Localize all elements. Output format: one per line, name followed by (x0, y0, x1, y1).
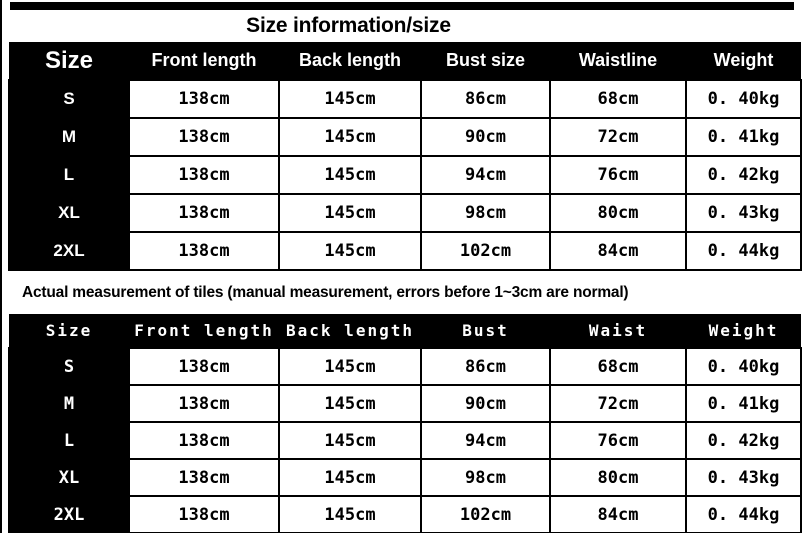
value-cell: 86cm (420, 347, 551, 386)
table-row: S 138cm 145cm 86cm 68cm 0. 40kg (8, 79, 802, 119)
table-row: S 138cm 145cm 86cm 68cm 0. 40kg (8, 347, 802, 386)
size-label-cell: M (8, 384, 130, 423)
table-row: 2XL 138cm 145cm 102cm 84cm 0. 44kg (8, 495, 802, 533)
column-header-bust: Bust (421, 314, 550, 348)
size-label-cell: L (8, 155, 130, 195)
top-divider-bar (10, 2, 794, 10)
value-cell: 145cm (278, 421, 422, 460)
column-header-back-length: Back length (279, 314, 421, 348)
value-cell: 94cm (420, 155, 551, 195)
value-cell: 0. 43kg (685, 458, 802, 497)
value-cell: 98cm (420, 193, 551, 233)
table-row: M 138cm 145cm 90cm 72cm 0. 41kg (8, 117, 802, 157)
value-cell: 80cm (549, 458, 687, 497)
size-label-cell: S (8, 79, 130, 119)
value-cell: 138cm (128, 117, 280, 157)
size-info-table: Size Front length Back length Bust size … (8, 42, 802, 271)
value-cell: 84cm (549, 495, 687, 533)
column-header-weight: Weight (686, 42, 801, 80)
value-cell: 0. 40kg (685, 79, 802, 119)
table-row: M 138cm 145cm 90cm 72cm 0. 41kg (8, 384, 802, 423)
table-row: XL 138cm 145cm 98cm 80cm 0. 43kg (8, 193, 802, 233)
value-cell: 0. 41kg (685, 384, 802, 423)
size-label-cell: XL (8, 458, 130, 497)
value-cell: 90cm (420, 384, 551, 423)
column-header-weight: Weight (686, 314, 801, 348)
size-label-cell: XL (8, 193, 130, 233)
table-header-row: Size Front length Back length Bust size … (9, 42, 801, 80)
note-band: Actual measurement of tiles (manual meas… (2, 271, 809, 314)
value-cell: 0. 42kg (685, 155, 802, 195)
value-cell: 68cm (549, 347, 687, 386)
value-cell: 76cm (549, 155, 687, 195)
value-cell: 145cm (278, 458, 422, 497)
value-cell: 76cm (549, 421, 687, 460)
value-cell: 138cm (128, 384, 280, 423)
value-cell: 80cm (549, 193, 687, 233)
column-header-front-length: Front length (129, 314, 279, 348)
value-cell: 138cm (128, 458, 280, 497)
value-cell: 138cm (128, 231, 280, 271)
value-cell: 145cm (278, 384, 422, 423)
size-label-cell: L (8, 421, 130, 460)
value-cell: 102cm (420, 231, 551, 271)
column-header-back-length: Back length (279, 42, 421, 80)
table-row: L 138cm 145cm 94cm 76cm 0. 42kg (8, 155, 802, 195)
value-cell: 72cm (549, 117, 687, 157)
value-cell: 86cm (420, 79, 551, 119)
measurement-note: Actual measurement of tiles (manual meas… (22, 283, 629, 301)
value-cell: 145cm (278, 117, 422, 157)
table-row: 2XL 138cm 145cm 102cm 84cm 0. 44kg (8, 231, 802, 271)
value-cell: 145cm (278, 193, 422, 233)
column-header-bust-size: Bust size (421, 42, 550, 80)
value-cell: 145cm (278, 231, 422, 271)
column-header-front-length: Front length (129, 42, 279, 80)
value-cell: 102cm (420, 495, 551, 533)
value-cell: 68cm (549, 79, 687, 119)
value-cell: 98cm (420, 458, 551, 497)
table-row: L 138cm 145cm 94cm 76cm 0. 42kg (8, 421, 802, 460)
value-cell: 0. 40kg (685, 347, 802, 386)
value-cell: 138cm (128, 155, 280, 195)
value-cell: 138cm (128, 421, 280, 460)
size-label-cell: 2XL (8, 495, 130, 533)
value-cell: 138cm (128, 495, 280, 533)
column-header-waistline: Waistline (550, 42, 686, 80)
value-cell: 145cm (278, 155, 422, 195)
column-header-waist: Waist (550, 314, 686, 348)
value-cell: 72cm (549, 384, 687, 423)
value-cell: 145cm (278, 347, 422, 386)
value-cell: 138cm (128, 79, 280, 119)
value-cell: 0. 42kg (685, 421, 802, 460)
column-header-size: Size (9, 314, 129, 348)
title-band: Size information/size (2, 10, 809, 42)
page-title: Size information/size (246, 14, 451, 37)
value-cell: 84cm (549, 231, 687, 271)
column-header-size: Size (9, 42, 129, 80)
value-cell: 138cm (128, 347, 280, 386)
table-header-row: Size Front length Back length Bust Waist… (9, 314, 801, 348)
actual-measurement-table: Size Front length Back length Bust Waist… (8, 314, 802, 533)
value-cell: 0. 41kg (685, 117, 802, 157)
value-cell: 0. 43kg (685, 193, 802, 233)
value-cell: 145cm (278, 495, 422, 533)
value-cell: 90cm (420, 117, 551, 157)
value-cell: 0. 44kg (685, 231, 802, 271)
size-label-cell: S (8, 347, 130, 386)
value-cell: 138cm (128, 193, 280, 233)
value-cell: 94cm (420, 421, 551, 460)
value-cell: 0. 44kg (685, 495, 802, 533)
size-label-cell: M (8, 117, 130, 157)
value-cell: 145cm (278, 79, 422, 119)
size-label-cell: 2XL (8, 231, 130, 271)
table-row: XL 138cm 145cm 98cm 80cm 0. 43kg (8, 458, 802, 497)
